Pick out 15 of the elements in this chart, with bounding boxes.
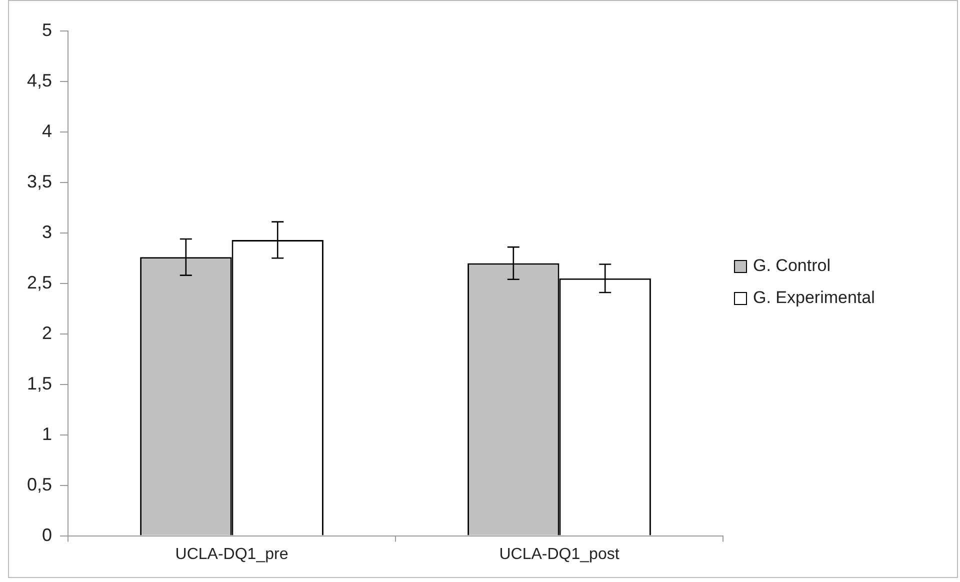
y-tick-label: 1 <box>42 424 52 444</box>
y-tick-label: 0,5 <box>26 474 52 494</box>
y-tick-label: 5 <box>42 20 52 40</box>
text: G. Experimental <box>753 288 875 308</box>
y-tick-label: 0 <box>42 524 52 545</box>
y-tick-label: 3 <box>42 222 52 242</box>
y-tick-label: 1,5 <box>26 373 52 394</box>
y-tick-label: 4 <box>42 120 52 141</box>
y-tick-label: 2,5 <box>26 272 52 292</box>
y-tick-label: 3,5 <box>26 171 52 192</box>
y-tick-label: 2 <box>42 322 52 343</box>
x-tick-label: UCLA-DQ1_post <box>499 546 620 563</box>
x-tick-label: UCLA-DQ1_pre <box>175 546 288 563</box>
legend-label: G. Control <box>753 256 830 276</box>
y-tick-label: 4,5 <box>26 70 52 90</box>
